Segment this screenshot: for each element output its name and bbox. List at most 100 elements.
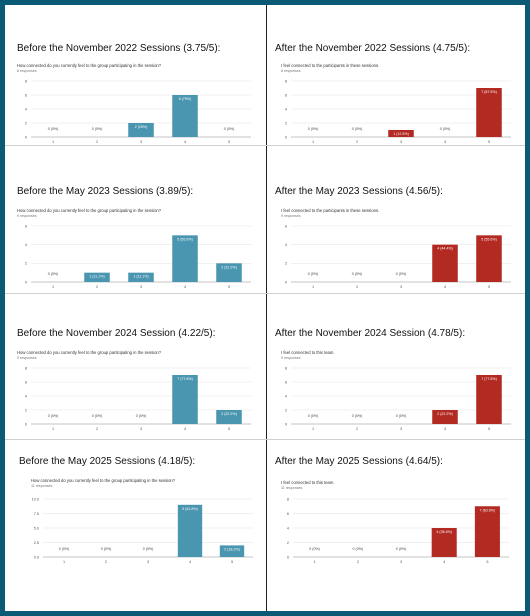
y-tick-label: 2 — [25, 262, 27, 266]
x-tick-label: 2 — [96, 427, 98, 431]
panel-before-nov-2024: Before the November 2024 Session (4.22/5… — [5, 294, 267, 439]
bar-chart: 0 2 4 6 8 0 (0%) 1 0 (0%) 2 0 (0%) 3 4 (36.4%) 4 7 (6… — [287, 497, 509, 564]
x-tick-label: 2 — [356, 285, 358, 289]
x-tick-label: 2 — [356, 427, 358, 431]
x-tick-label: 5 — [231, 560, 233, 564]
y-tick-label: 4 — [285, 107, 287, 111]
response-count: 8 responses — [281, 69, 301, 73]
x-tick-label: 1 — [312, 427, 314, 431]
x-tick-label: 3 — [140, 427, 142, 431]
data-label: 5 (55.6%) — [481, 237, 497, 241]
x-tick-label: 3 — [400, 285, 402, 289]
x-tick-label: 5 — [228, 140, 230, 144]
panel-title: Before the November 2024 Session (4.22/5… — [17, 328, 216, 339]
row-divider — [5, 145, 525, 146]
panel-after-may-2025: After the May 2025 Sessions (4.64/5): I … — [267, 440, 525, 611]
x-tick-label: 1 — [52, 285, 54, 289]
x-tick-label: 2 — [96, 140, 98, 144]
x-tick-label: 3 — [400, 427, 402, 431]
y-tick-label: 0 — [285, 135, 287, 139]
bar — [172, 235, 198, 282]
y-tick-label: 2 — [287, 541, 289, 545]
x-tick-label: 1 — [312, 140, 314, 144]
data-label: 6 (75%) — [179, 97, 192, 101]
data-label: 1 (12.5%) — [393, 132, 409, 136]
bar — [172, 95, 198, 137]
data-label: 0 (0%) — [48, 272, 59, 276]
x-tick-label: 5 — [488, 427, 490, 431]
y-tick-label: 4 — [25, 243, 27, 247]
x-tick-label: 5 — [228, 427, 230, 431]
x-tick-label: 1 — [312, 285, 314, 289]
row-divider — [5, 439, 525, 440]
x-tick-label: 3 — [400, 560, 402, 564]
data-label: 9 (81.8%) — [182, 507, 198, 511]
panel-title: After the November 2024 Session (4.78/5)… — [275, 328, 466, 339]
bar — [216, 263, 242, 282]
bar-chart: 0.0 2.5 5.0 7.5 10.0 0 (0%) 1 0 (0%) 2 0 (0%) 3 9 (… — [32, 497, 253, 564]
data-label: 2 (22.2%) — [437, 412, 453, 416]
y-tick-label: 8 — [25, 366, 27, 370]
x-tick-label: 5 — [488, 140, 490, 144]
x-tick-label: 5 — [228, 285, 230, 289]
y-tick-label: 6 — [285, 93, 287, 97]
x-tick-label: 3 — [147, 560, 149, 564]
panel-title: After the May 2023 Sessions (4.56/5): — [275, 186, 443, 197]
data-label: 7 (77.8%) — [481, 377, 497, 381]
survey-question: How connected do you currently feel to t… — [31, 478, 176, 483]
panel-before-may-2025: Before the May 2025 Sessions (4.18/5): H… — [5, 440, 267, 611]
x-tick-label: 4 — [444, 285, 446, 289]
y-tick-label: 6 — [25, 224, 27, 228]
panel-title: After the May 2025 Sessions (4.64/5): — [275, 456, 443, 467]
data-label: 0 (0%) — [440, 127, 451, 131]
y-tick-label: 2 — [285, 408, 287, 412]
y-tick-label: 0 — [287, 555, 289, 559]
bar — [84, 272, 110, 282]
y-tick-label: 6 — [287, 512, 289, 516]
bar — [432, 410, 458, 424]
bar-chart: 0 2 4 6 8 0 (0%) 1 0 (0%) 2 0 (0%) 3 7 (77.8%) 4 2 (2… — [25, 366, 251, 431]
panel-before-nov-2022: Before the November 2022 Sessions (3.75/… — [5, 5, 267, 145]
x-tick-label: 2 — [96, 285, 98, 289]
y-tick-label: 4 — [285, 394, 287, 398]
y-tick-label: 0 — [25, 422, 27, 426]
x-tick-label: 1 — [314, 560, 316, 564]
y-tick-label: 6 — [285, 380, 287, 384]
y-tick-label: 4 — [287, 526, 289, 530]
x-tick-label: 4 — [444, 140, 446, 144]
response-count: 11 responses — [281, 486, 303, 490]
bar — [474, 506, 500, 557]
x-tick-label: 3 — [140, 285, 142, 289]
bar — [476, 88, 502, 137]
y-tick-label: 0 — [285, 280, 287, 284]
x-tick-label: 4 — [184, 140, 186, 144]
y-tick-label: 5.0 — [34, 526, 39, 530]
bar — [172, 375, 198, 424]
data-label: 4 (44.4%) — [437, 247, 453, 251]
response-count: 9 responses — [281, 214, 301, 218]
bar — [476, 375, 502, 424]
data-label: 7 (77.8%) — [177, 377, 193, 381]
data-label: 5 (55.6%) — [177, 237, 193, 241]
panel-title: Before the November 2022 Sessions (3.75/… — [17, 43, 221, 54]
data-label: 0 (0%) — [352, 127, 363, 131]
data-label: 0 (0%) — [352, 272, 363, 276]
data-label: 7 (87.5%) — [481, 90, 497, 94]
y-tick-label: 8 — [285, 366, 287, 370]
x-tick-label: 4 — [443, 560, 445, 564]
data-label: 2 (22.2%) — [221, 265, 237, 269]
x-tick-label: 3 — [140, 140, 142, 144]
y-tick-label: 2 — [25, 408, 27, 412]
data-label: 0 (0%) — [48, 127, 59, 131]
y-tick-label: 4 — [25, 107, 27, 111]
survey-question: How connected do you currently feel to t… — [17, 350, 162, 355]
panel-before-may-2023: Before the May 2023 Sessions (3.89/5): H… — [5, 146, 267, 293]
data-label: 0 (0%) — [352, 414, 363, 418]
data-label: 0 (0%) — [136, 414, 147, 418]
data-label: 2 (25%) — [135, 125, 148, 129]
data-label: 0 (0%) — [308, 414, 319, 418]
bar — [177, 504, 203, 557]
data-label: 0 (0%) — [308, 127, 319, 131]
survey-question: I feel connected to the participants in … — [281, 208, 380, 213]
x-tick-label: 4 — [184, 285, 186, 289]
